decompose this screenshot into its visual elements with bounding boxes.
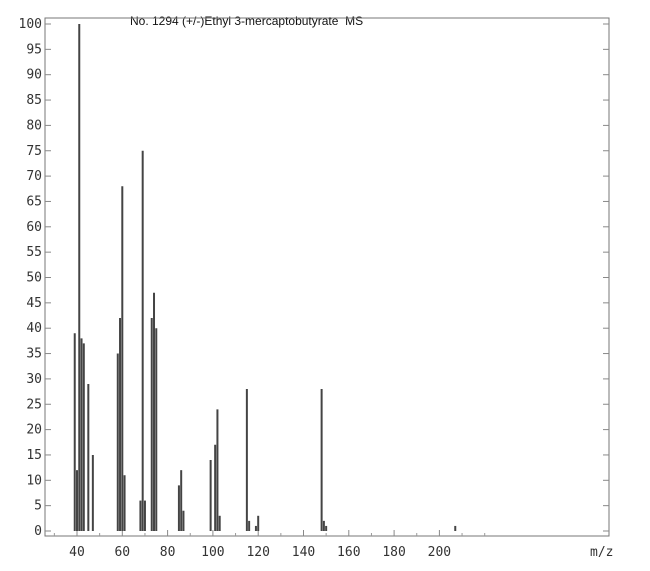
x-tick-label: 180 bbox=[382, 545, 405, 560]
spectrum-peaks bbox=[73, 24, 457, 531]
y-tick-label: 45 bbox=[26, 296, 42, 311]
y-tick-label: 90 bbox=[26, 68, 42, 83]
y-tick-label: 75 bbox=[26, 144, 42, 159]
y-tick-label: 20 bbox=[26, 423, 42, 438]
x-tick-label: 40 bbox=[69, 545, 85, 560]
y-tick-label: 95 bbox=[26, 42, 42, 57]
y-tick-label: 60 bbox=[26, 220, 42, 235]
y-tick-label: 50 bbox=[26, 271, 42, 286]
y-tick-label: 15 bbox=[26, 448, 42, 463]
y-axis: 0 5 10 15 20 25 30 35 40 45 50 55 60 65 70 75 80 85 90 95 10… bbox=[19, 17, 51, 539]
y-tick-label: 30 bbox=[26, 372, 42, 387]
y-tick-label: 5 bbox=[34, 499, 42, 514]
x-tick-label: 120 bbox=[246, 545, 269, 560]
y-tick-label: 40 bbox=[26, 321, 42, 336]
x-tick-label: 80 bbox=[160, 545, 176, 560]
y-tick-label: 25 bbox=[26, 397, 42, 412]
y-tick-label: 10 bbox=[26, 473, 42, 488]
x-tick-label: 140 bbox=[292, 545, 315, 560]
x-tick-label: 160 bbox=[337, 545, 360, 560]
y-tick-label: 55 bbox=[26, 245, 42, 260]
y-tick-label: 0 bbox=[34, 524, 42, 539]
x-tick-label: 200 bbox=[428, 545, 451, 560]
right-tick-marks bbox=[603, 23, 609, 532]
y-tick-label: 65 bbox=[26, 194, 42, 209]
y-tick-label: 85 bbox=[26, 93, 42, 108]
x-axis-label: m/z bbox=[590, 545, 613, 560]
x-tick-label: 100 bbox=[201, 545, 224, 560]
y-tick-label: 80 bbox=[26, 118, 42, 133]
x-axis: 40 60 80 100 120 140 160 180 200 bbox=[53, 530, 486, 560]
y-tick-label: 100 bbox=[19, 17, 42, 32]
y-tick-label: 70 bbox=[26, 169, 42, 184]
plot-frame bbox=[44, 17, 610, 537]
y-tick-label: 35 bbox=[26, 347, 42, 362]
x-tick-label: 60 bbox=[114, 545, 130, 560]
